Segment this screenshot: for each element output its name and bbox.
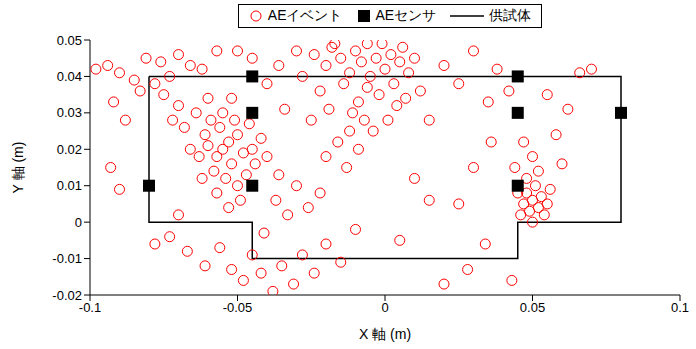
svg-text:0.1: 0.1: [671, 300, 689, 315]
html-text:AEセンサ: AEセンサ: [375, 7, 437, 23]
svg-text:0.02: 0.02: [57, 142, 82, 157]
svg-text:0.04: 0.04: [57, 69, 82, 84]
svg-text:X 軸 (m): X 軸 (m): [359, 326, 411, 342]
svg-text:0.05: 0.05: [520, 300, 545, 315]
svg-text:0.05: 0.05: [57, 33, 82, 48]
svg-text:0.03: 0.03: [57, 105, 82, 120]
html-text:AEイベント: AEイベント: [267, 7, 343, 23]
svg-text:Y 軸 (m): Y 軸 (m): [10, 142, 26, 194]
svg-text:0: 0: [381, 300, 388, 315]
html-text:供試体: 供試体: [489, 7, 532, 23]
svg-text:-0.01: -0.01: [52, 251, 82, 266]
svg-text:0: 0: [75, 215, 82, 230]
svg-text:-0.02: -0.02: [52, 288, 82, 303]
svg-text:0.01: 0.01: [57, 178, 82, 193]
svg-text:-0.05: -0.05: [223, 300, 253, 315]
svg-text:-0.1: -0.1: [79, 300, 101, 315]
